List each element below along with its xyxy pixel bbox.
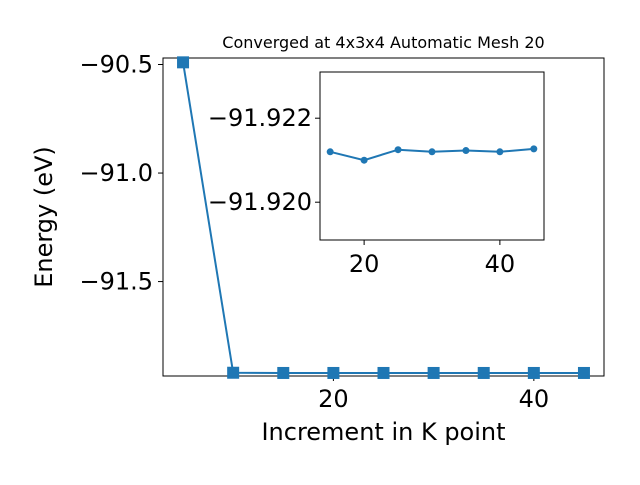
inset-x-tick-label: 20 [349, 250, 380, 278]
inset-y-tick-label: −91.920 [208, 188, 312, 216]
main-data-point [277, 366, 290, 379]
inset-y-tick-label: −91.922 [208, 104, 312, 132]
main-y-tick-label: −91.0 [79, 159, 153, 187]
inset-plot-frame [319, 71, 545, 241]
inset-data-point [530, 145, 538, 153]
main-x-tick-label: 20 [318, 385, 349, 413]
main-y-tick-label: −91.5 [79, 268, 153, 296]
main-data-point [377, 366, 390, 379]
inset-x-tick-label: 40 [485, 250, 516, 278]
main-x-tick-label: 40 [519, 385, 550, 413]
main-data-point [577, 366, 590, 379]
main-data-point [427, 366, 440, 379]
chart-title: Converged at 4x3x4 Automatic Mesh 20 [222, 33, 544, 52]
main-data-point [477, 366, 490, 379]
main-data-point [177, 56, 190, 69]
main-data-point [327, 366, 340, 379]
inset-data-point [428, 148, 436, 156]
y-axis-label: Energy (eV) [30, 146, 58, 288]
x-axis-label: Increment in K point [261, 418, 505, 446]
inset-data-point [496, 148, 504, 156]
inset-data-point [394, 146, 402, 154]
main-data-point [527, 366, 540, 379]
main-y-tick-label: −90.5 [79, 51, 153, 79]
main-data-point [227, 366, 240, 379]
inset-data-point [360, 156, 368, 164]
inset-data-point [326, 148, 334, 156]
inset-data-point [462, 147, 470, 155]
inset-plot-area: 20 40 −91.922 −91.920 [208, 71, 545, 278]
